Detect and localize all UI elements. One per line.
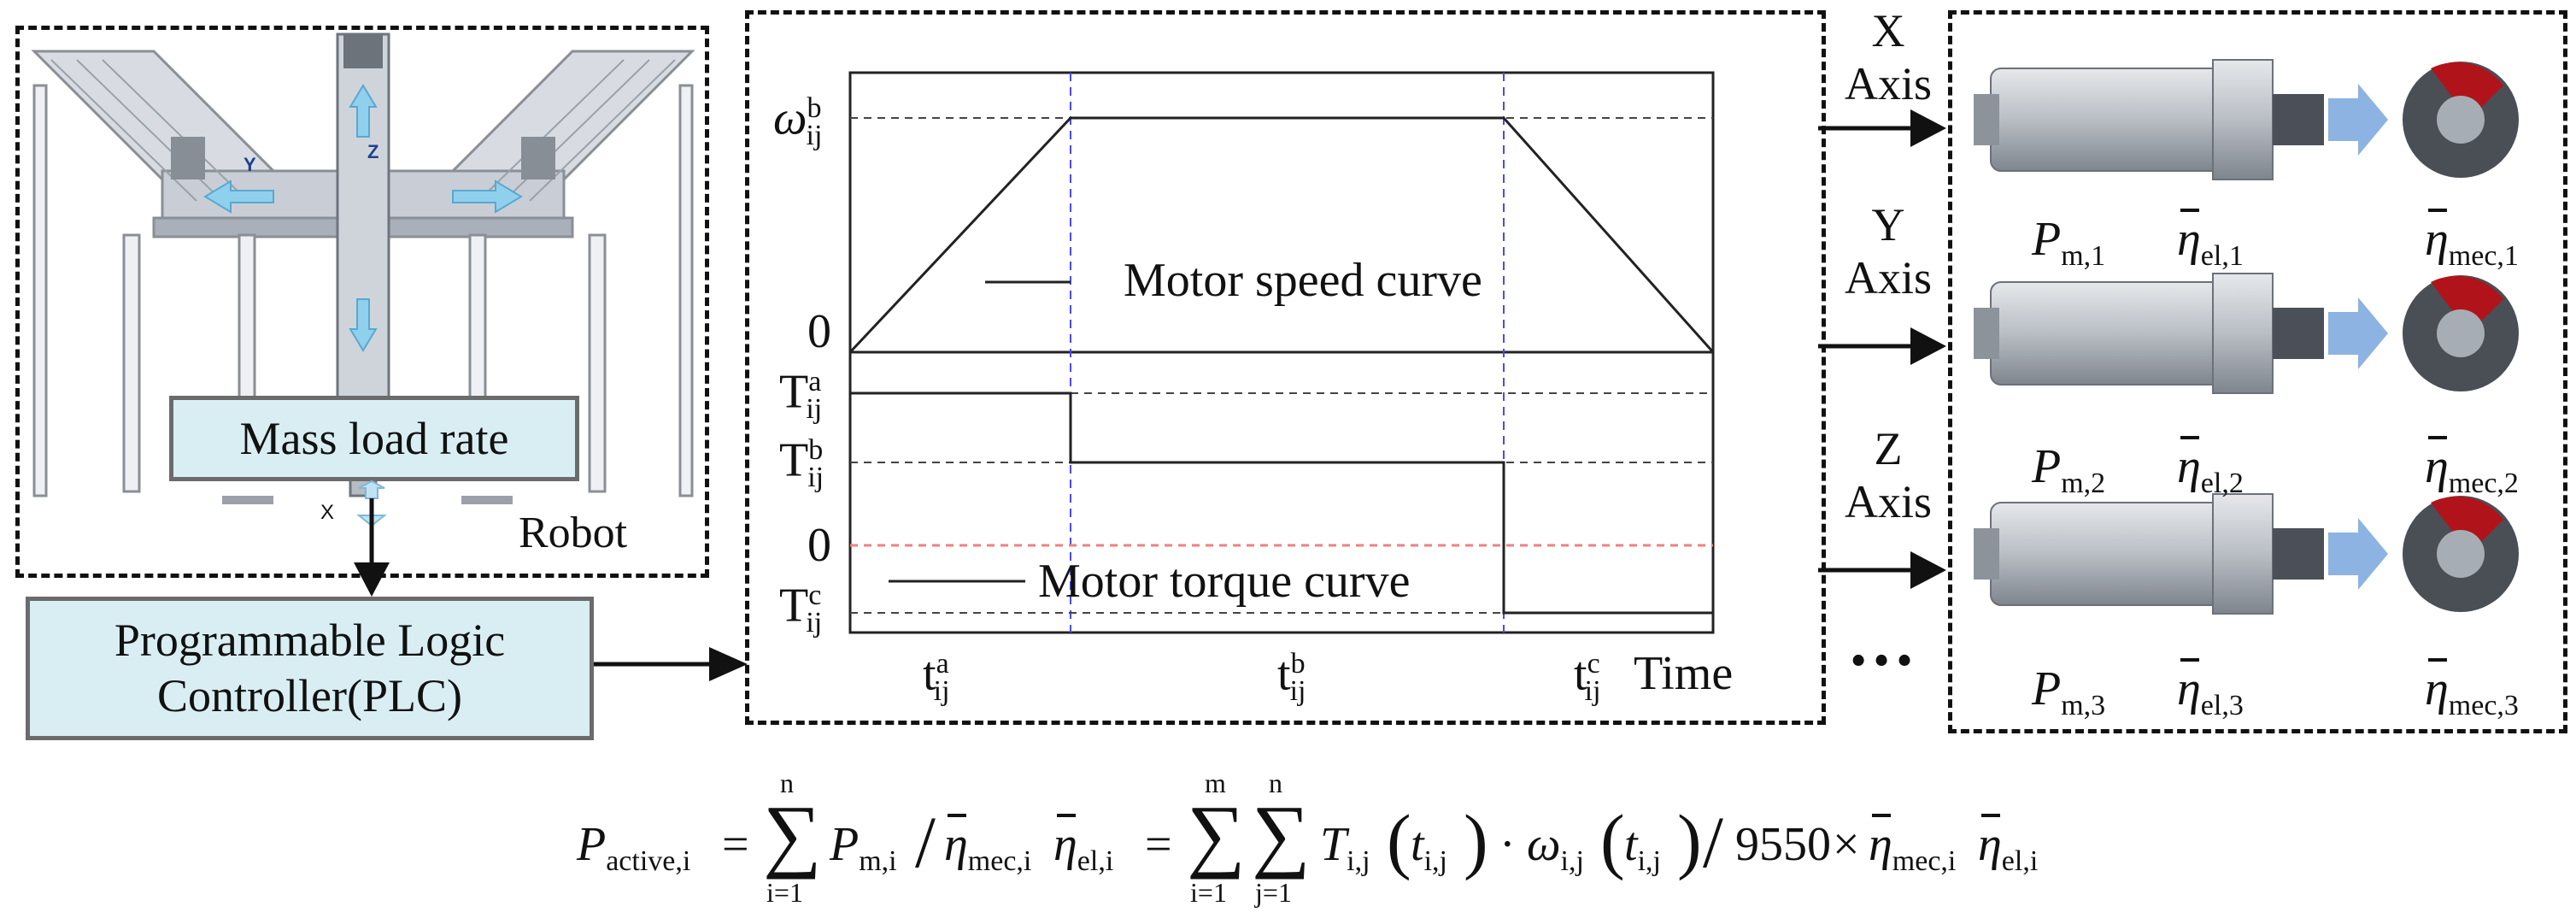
motor-1-el-eff: ηel,1 — [2177, 209, 2244, 272]
formula-eta-el-1: ηel,i — [1053, 814, 1114, 877]
formula-term1: Pm,i — [830, 818, 897, 877]
formula-paren-close-1: ) — [1464, 799, 1488, 881]
x-label-time: Time — [1634, 647, 1734, 700]
formula-torque: Ti,j — [1320, 818, 1370, 877]
y-label-omega-b: ωbij — [773, 91, 823, 151]
formula-sum3-bot: j=1 — [1255, 877, 1292, 908]
motor-1-mec-eff: ηmec,1 — [2425, 209, 2519, 272]
servo-motor-2 — [1974, 273, 2519, 394]
motor-2-power: Pm,2 — [2032, 440, 2106, 499]
plc-line-2: Controller(PLC) — [157, 670, 462, 721]
formula-paren-close-2: ) — [1677, 799, 1702, 881]
formula-eta-mec-2: ηmec,i — [1869, 814, 1957, 877]
formula-sum2-sigma: ∑ — [1187, 788, 1246, 880]
mass-to-plc-arrow — [354, 480, 390, 597]
y-label-Tc: Tcij — [779, 579, 823, 639]
robot-x-axis-mark: X — [320, 501, 335, 524]
plc-line-1: Programmable Logic — [114, 615, 506, 667]
y-label-speed-zero: 0 — [807, 305, 831, 358]
formula-eq-2: = — [1145, 818, 1172, 871]
formula-constant: 9550 — [1735, 818, 1831, 871]
svg-text:Y: Y — [244, 154, 256, 175]
formula-lhs: Pactive,i — [577, 818, 691, 877]
formula-dot: · — [1499, 818, 1516, 871]
motors-panel — [1948, 10, 2567, 733]
formula-sum1-bot: i=1 — [766, 877, 803, 908]
motor-3-el-eff: ηel,3 — [2177, 658, 2244, 721]
servo-motor-1 — [1974, 59, 2519, 180]
formula-time-2: ti,j — [1624, 818, 1661, 877]
formula-slash-1: / — [915, 801, 936, 883]
active-power-formula: Pactive,i = n ∑ i=1 Pm,i / ηmec,i ηel,i … — [577, 768, 2038, 915]
servo-motor-drawings — [1974, 59, 2519, 615]
y-label-Tb: Tbij — [779, 433, 824, 493]
formula-sum2-top: m — [1205, 768, 1226, 798]
formula-sum3-top: n — [1269, 768, 1282, 798]
formula-sum1-sigma: ∑ — [763, 788, 822, 880]
svg-text:Z: Z — [367, 141, 378, 162]
formula-sum3-sigma: ∑ — [1252, 788, 1311, 880]
motor-2-mec-eff: ηmec,2 — [2425, 436, 2519, 499]
gantry-robot-illustration: ZY — [31, 32, 695, 504]
motor-2-el-eff: ηel,2 — [2177, 436, 2244, 499]
axis-x-label: X Axis — [1844, 5, 1932, 110]
formula-paren-open-1: ( — [1387, 799, 1411, 881]
servo-motor-3 — [1974, 493, 2519, 615]
motor-speed-curve — [848, 116, 1715, 354]
mass-load-rate-label: Mass load rate — [239, 412, 509, 464]
motor-3-power: Pm,3 — [2032, 662, 2106, 721]
formula-slash-2: / — [1703, 801, 1723, 883]
motion-profile-panel — [745, 10, 1826, 725]
motor-1-power: Pm,1 — [2032, 213, 2106, 272]
axis-y-label: Y Axis — [1844, 199, 1932, 304]
more-axes-ellipsis: … — [1847, 605, 1916, 680]
robot-label: Robot — [519, 509, 628, 557]
motor-3-mec-eff: ηmec,3 — [2425, 658, 2519, 721]
formula-paren-open-2: ( — [1600, 799, 1625, 881]
formula-omega: ωi,j — [1527, 818, 1584, 877]
x-label-tb: tbij — [1277, 647, 1306, 707]
y-label-Ta: Taij — [779, 365, 823, 425]
motor-torque-curve — [850, 391, 1713, 615]
x-label-tc: tcij — [1574, 647, 1601, 707]
plc-to-chart-arrow — [594, 647, 748, 681]
formula-times: × — [1833, 818, 1860, 871]
y-label-torque-zero: 0 — [807, 519, 831, 572]
plc-box: Programmable Logic Controller(PLC) — [26, 597, 594, 740]
formula-eta-mec-1: ηmec,i — [944, 814, 1032, 877]
axis-z-label: Z Axis — [1844, 423, 1932, 528]
formula-eta-el-2: ηel,i — [1978, 814, 2039, 877]
speed-legend-text: Motor speed curve — [1124, 254, 1482, 307]
formula-sum2-bot: i=1 — [1190, 877, 1227, 908]
formula-eq-1: = — [722, 818, 749, 871]
axis-arrows — [1818, 109, 1946, 589]
motion-profile-chart — [848, 71, 1715, 634]
formula-time-1: ti,j — [1411, 818, 1447, 877]
torque-legend-text: Motor torque curve — [1038, 555, 1411, 608]
x-label-ta: taij — [923, 647, 950, 707]
formula-sum1-top: n — [780, 768, 794, 798]
mass-load-rate-box: Mass load rate — [169, 396, 579, 481]
